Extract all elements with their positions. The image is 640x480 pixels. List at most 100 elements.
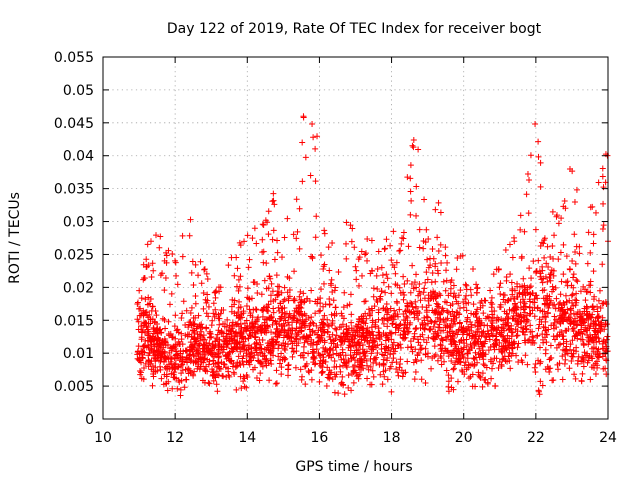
- roti-point: [453, 266, 460, 273]
- roti-point: [411, 279, 418, 286]
- roti-point: [234, 340, 241, 347]
- roti-point: [416, 226, 423, 233]
- roti-point: [237, 303, 244, 310]
- roti-point: [280, 334, 287, 341]
- roti-point: [463, 292, 470, 299]
- roti-point: [393, 366, 400, 373]
- roti-point: [558, 278, 565, 285]
- roti-point: [400, 289, 407, 296]
- roti-point: [410, 285, 417, 292]
- roti-point: [384, 376, 391, 383]
- roti-point: [351, 244, 358, 251]
- roti-point: [437, 327, 444, 334]
- roti-point: [404, 174, 411, 181]
- roti-point: [231, 297, 238, 304]
- roti-point: [302, 312, 309, 319]
- roti-point: [312, 360, 319, 367]
- roti-point: [515, 319, 522, 326]
- roti-point: [165, 247, 172, 254]
- roti-point: [326, 346, 333, 353]
- roti-point: [298, 376, 305, 383]
- roti-point: [590, 296, 597, 303]
- roti-point: [377, 371, 384, 378]
- roti-point: [455, 350, 462, 357]
- roti-point: [338, 379, 345, 386]
- roti-point: [320, 280, 327, 287]
- roti-point: [452, 294, 459, 301]
- roti-point: [427, 325, 434, 332]
- roti-point: [284, 273, 291, 280]
- roti-point: [215, 327, 222, 334]
- roti-point: [296, 245, 303, 252]
- roti-point: [317, 295, 324, 302]
- roti-point: [192, 300, 199, 307]
- roti-point: [370, 373, 377, 380]
- roti-point: [435, 304, 442, 311]
- roti-point: [202, 351, 209, 358]
- roti-point: [418, 357, 425, 364]
- roti-point: [280, 340, 287, 347]
- roti-point: [595, 354, 602, 361]
- roti-point: [281, 234, 288, 241]
- roti-point: [326, 295, 333, 302]
- roti-point: [415, 292, 422, 299]
- roti-point: [309, 120, 316, 127]
- roti-point: [355, 316, 362, 323]
- roti-point: [312, 234, 319, 241]
- roti-point: [561, 360, 568, 367]
- roti-point: [478, 297, 485, 304]
- roti-point: [195, 272, 202, 279]
- roti-point: [577, 330, 584, 337]
- roti-point: [587, 278, 594, 285]
- roti-point: [332, 336, 339, 343]
- roti-point: [143, 264, 150, 271]
- roti-point: [487, 287, 494, 294]
- roti-point: [314, 339, 321, 346]
- roti-point: [179, 232, 186, 239]
- roti-point: [445, 372, 452, 379]
- roti-point: [210, 357, 217, 364]
- roti-point: [489, 332, 496, 339]
- roti-point: [200, 359, 207, 366]
- roti-point: [212, 338, 219, 345]
- roti-point: [319, 321, 326, 328]
- roti-point: [539, 263, 546, 270]
- roti-point: [277, 316, 284, 323]
- roti-point: [580, 318, 587, 325]
- roti-point: [278, 371, 285, 378]
- roti-point: [218, 327, 225, 334]
- roti-point: [479, 383, 486, 390]
- roti-point: [212, 294, 219, 301]
- roti-point: [397, 360, 404, 367]
- roti-point: [563, 253, 570, 260]
- roti-point: [454, 309, 461, 316]
- roti-point: [378, 345, 385, 352]
- roti-point: [504, 342, 511, 349]
- roti-point: [562, 351, 569, 358]
- roti-point: [596, 287, 603, 294]
- roti-point: [170, 344, 177, 351]
- roti-point: [463, 307, 470, 314]
- roti-point: [515, 340, 522, 347]
- roti-point: [161, 371, 168, 378]
- roti-point: [589, 337, 596, 344]
- roti-point: [497, 290, 504, 297]
- roti-point: [425, 264, 432, 271]
- roti-point: [400, 370, 407, 377]
- roti-point: [496, 346, 503, 353]
- roti-point: [388, 290, 395, 297]
- roti-point: [545, 264, 552, 271]
- roti-point: [444, 315, 451, 322]
- roti-point: [517, 311, 524, 318]
- roti-point: [275, 345, 282, 352]
- roti-point: [174, 364, 181, 371]
- roti-point: [249, 329, 256, 336]
- roti-point: [324, 329, 331, 336]
- roti-point: [558, 215, 565, 222]
- roti-point: [447, 285, 454, 292]
- roti-point: [434, 301, 441, 308]
- roti-point: [338, 310, 345, 317]
- roti-point: [372, 323, 379, 330]
- roti-point: [177, 386, 184, 393]
- roti-point: [463, 343, 470, 350]
